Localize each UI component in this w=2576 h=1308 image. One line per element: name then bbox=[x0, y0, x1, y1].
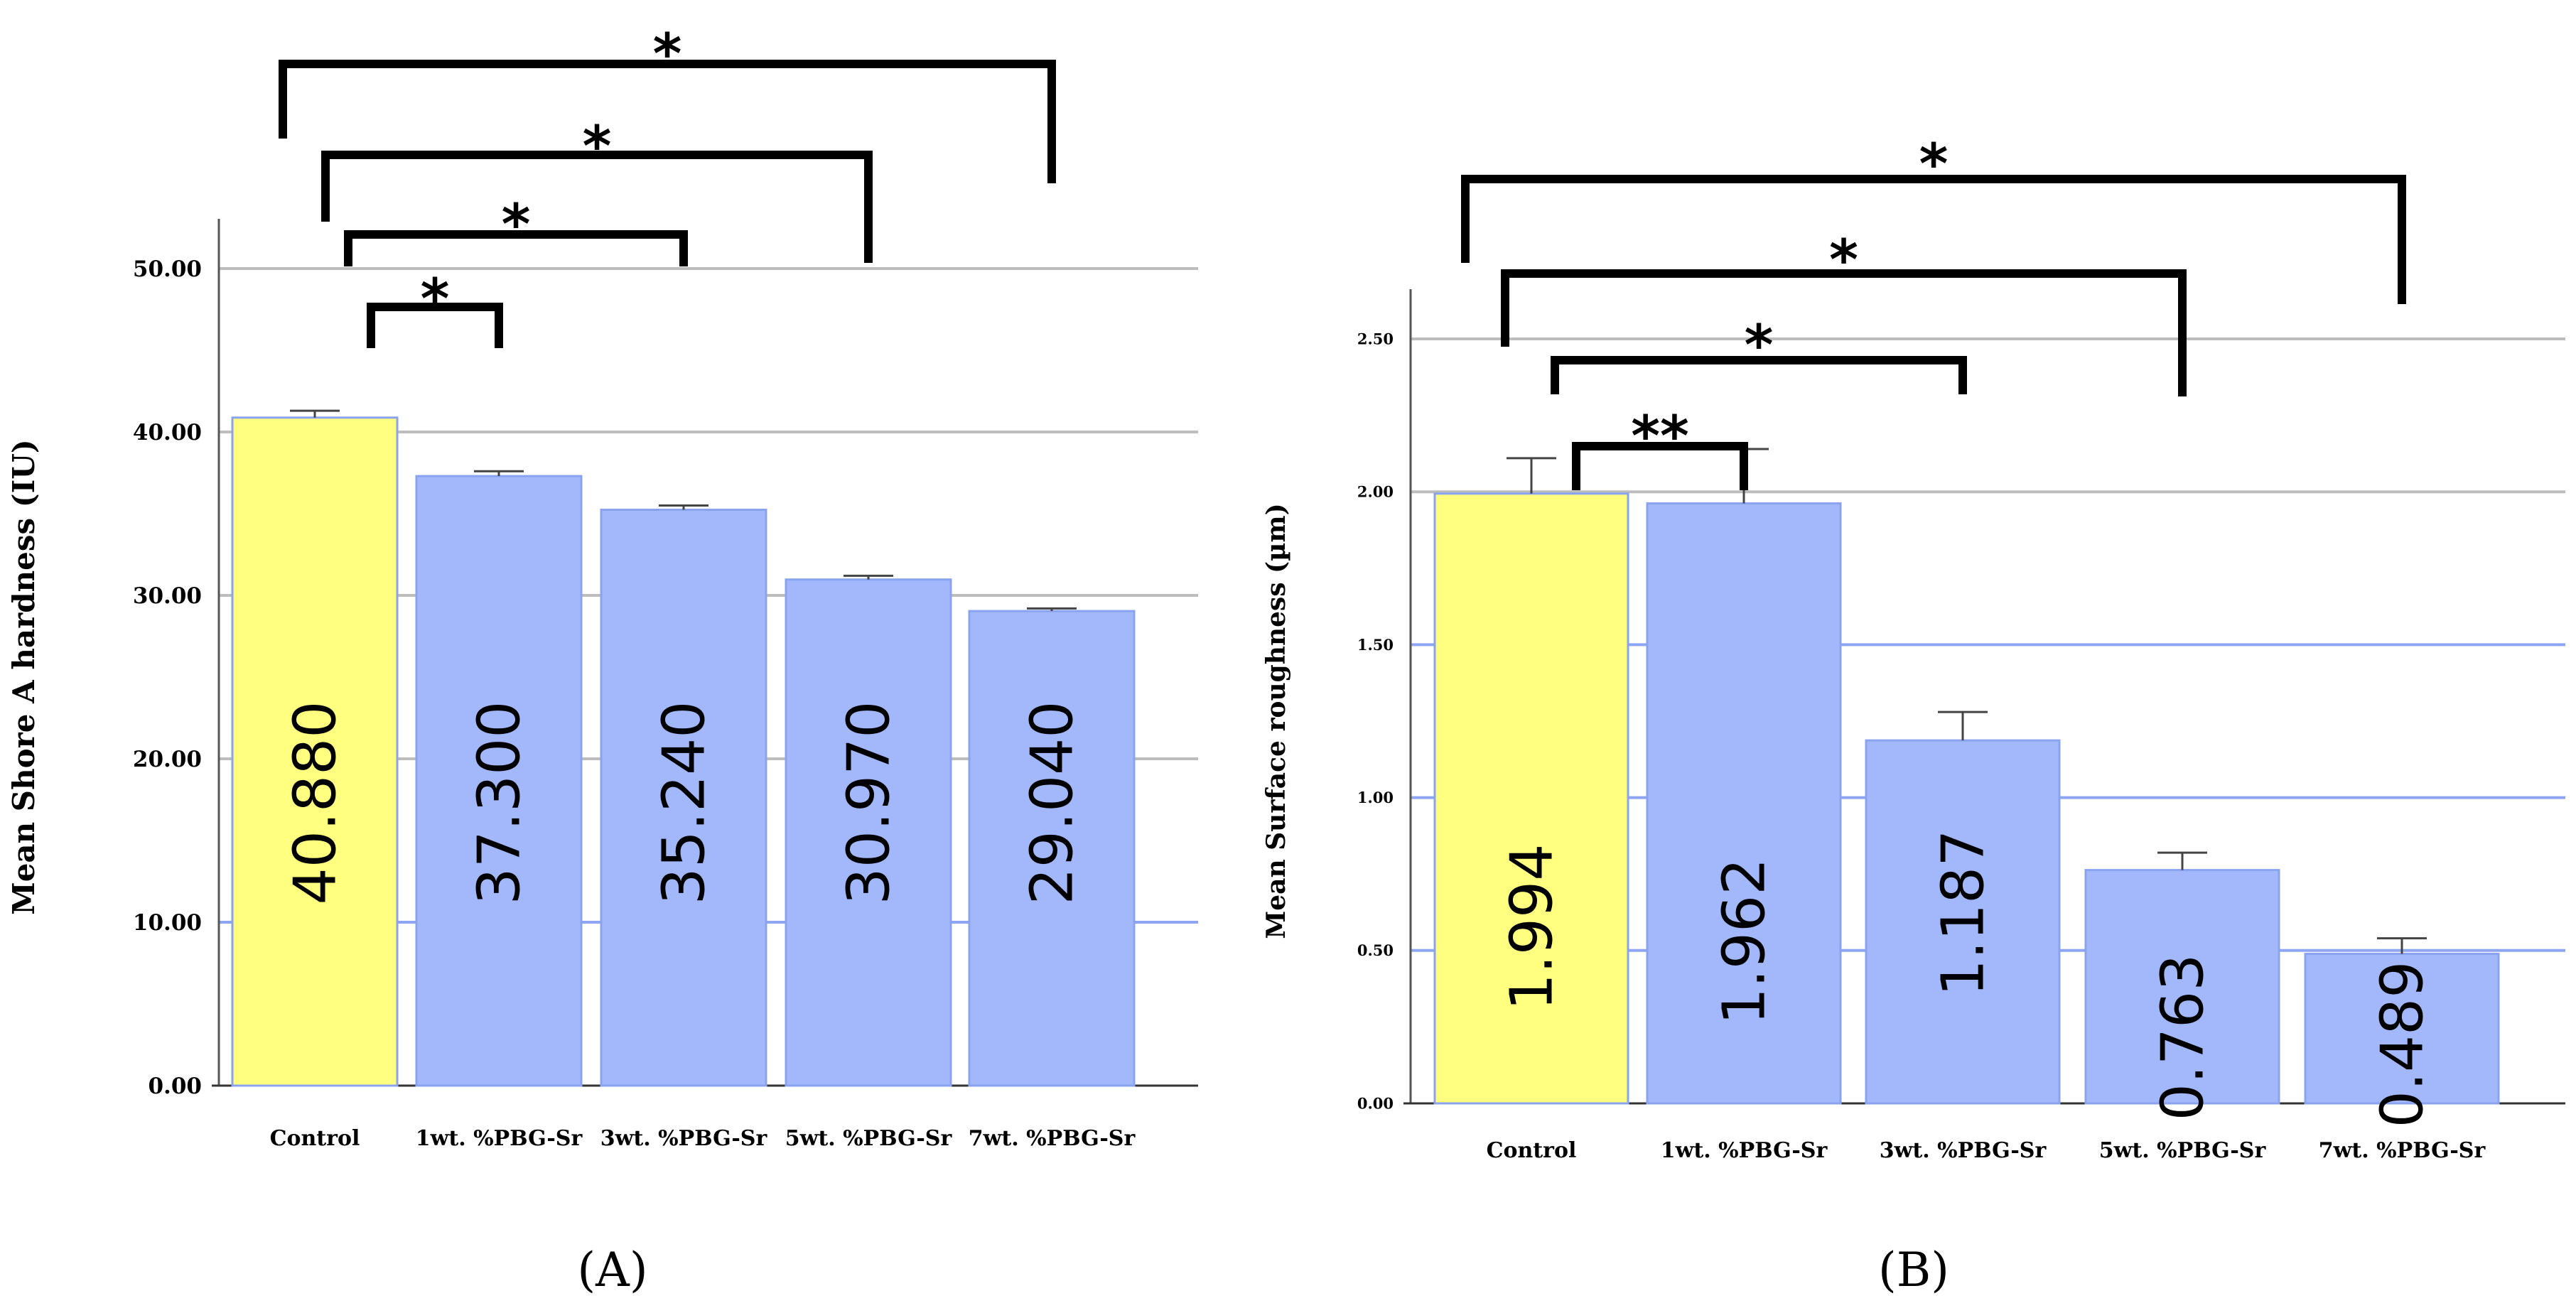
p0-significance-marker-0: * bbox=[421, 268, 450, 332]
p1-ytick-label: 0.50 bbox=[1357, 941, 1394, 959]
p0-panel-label: (A) bbox=[577, 1243, 647, 1297]
p1-ytick-label: 1.00 bbox=[1357, 789, 1394, 806]
p0-significance-bracket-3 bbox=[279, 60, 1056, 183]
p1-significance-marker-1: * bbox=[1745, 314, 1774, 378]
p1-ytick-label: 2.50 bbox=[1357, 330, 1394, 347]
p0-bar-2 bbox=[600, 508, 767, 1087]
p1-category-label-4: 7wt. %PBG-Sr bbox=[2319, 1138, 2486, 1163]
p0-category-label-1: 1wt. %PBG-Sr bbox=[416, 1126, 583, 1151]
p1-bar-1 bbox=[1646, 502, 1842, 1105]
p0-significance-bracket-1 bbox=[344, 230, 688, 266]
p0-category-label-3: 5wt. %PBG-Sr bbox=[785, 1126, 953, 1151]
p0-significance-marker-3: * bbox=[653, 23, 682, 87]
p1-value-label-4: 0.489 bbox=[2369, 961, 2437, 1128]
p0-bar-4 bbox=[968, 610, 1136, 1087]
p1-category-label-0: Control bbox=[1487, 1138, 1577, 1163]
p1-category-label-2: 3wt. %PBG-Sr bbox=[1880, 1138, 2047, 1163]
p1-category-label-3: 5wt. %PBG-Sr bbox=[2099, 1138, 2267, 1163]
p1-bar-2 bbox=[1865, 739, 2061, 1105]
p0-category-label-4: 7wt. %PBG-Sr bbox=[969, 1126, 1136, 1151]
p1-value-label-3: 0.763 bbox=[2150, 954, 2217, 1121]
p1-value-label-1: 1.962 bbox=[1711, 858, 1779, 1025]
p0-value-label-0: 40.880 bbox=[282, 701, 350, 905]
p1-significance-marker-3: * bbox=[1919, 133, 1949, 197]
p1-y-axis-title: Mean Surface roughness (µm) bbox=[1261, 503, 1291, 939]
p0-value-label-2: 35.240 bbox=[651, 701, 718, 905]
p1-bar-0 bbox=[1433, 492, 1629, 1105]
p0-significance-bracket-2 bbox=[321, 151, 873, 263]
p0-ytick-label: 30.00 bbox=[133, 583, 202, 609]
p0-ytick-label: 40.00 bbox=[133, 420, 202, 445]
p0-bar-1 bbox=[415, 475, 583, 1087]
p0-category-label-2: 3wt. %PBG-Sr bbox=[600, 1126, 768, 1151]
p0-significance-bracket-0 bbox=[367, 303, 503, 348]
p0-bar-3 bbox=[785, 578, 952, 1087]
p0-bar-0 bbox=[231, 416, 399, 1087]
p0-significance-marker-2: * bbox=[583, 115, 612, 179]
p0-ytick-label: 10.00 bbox=[133, 910, 202, 936]
p1-significance-bracket-3 bbox=[1461, 175, 2406, 304]
p0-significance-marker-1: * bbox=[502, 193, 531, 257]
p1-significance-marker-2: * bbox=[1829, 229, 1858, 293]
p0-value-label-4: 29.040 bbox=[1019, 701, 1087, 905]
p1-panel-label: (B) bbox=[1878, 1243, 1949, 1297]
p1-ytick-label: 0.00 bbox=[1357, 1094, 1394, 1112]
p1-value-label-0: 1.994 bbox=[1499, 844, 1566, 1011]
p1-value-label-2: 1.187 bbox=[1930, 830, 1998, 997]
p0-value-label-1: 37.300 bbox=[466, 701, 534, 905]
p1-significance-bracket-1 bbox=[1551, 356, 1967, 394]
p1-category-label-1: 1wt. %PBG-Sr bbox=[1661, 1138, 1828, 1163]
p0-value-label-3: 30.970 bbox=[836, 701, 903, 905]
p1-significance-bracket-0 bbox=[1572, 442, 1748, 490]
p1-ytick-label: 2.00 bbox=[1357, 483, 1394, 501]
p1-significance-bracket-2 bbox=[1501, 269, 2187, 396]
p0-ytick-label: 50.00 bbox=[133, 256, 202, 282]
p0-y-axis-title: Mean Shore A hardness (IU) bbox=[6, 439, 41, 915]
p0-ytick-label: 20.00 bbox=[133, 747, 202, 772]
p0-ytick-label: 0.00 bbox=[148, 1074, 202, 1099]
p1-ytick-label: 1.50 bbox=[1357, 636, 1394, 654]
p1-significance-marker-0: ** bbox=[1631, 405, 1689, 469]
p0-category-label-0: Control bbox=[270, 1126, 360, 1151]
